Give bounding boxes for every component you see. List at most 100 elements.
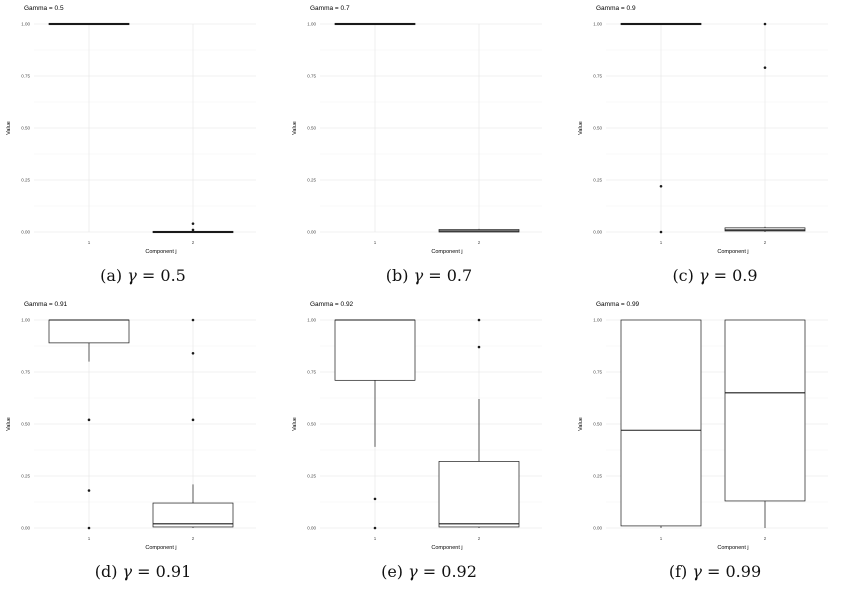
caption-letter: (f) — [668, 562, 693, 581]
chart-panel-1: Gamma = 0.5 0.00 0.25 0.50 0.75 1.00 1 2 Compone… — [0, 0, 286, 295]
x-tick-label: 2 — [764, 536, 767, 541]
chart-panel-3: Gamma = 0.9 0.00 0.25 0.50 0.75 1.00 1 2 Compone… — [572, 0, 858, 295]
y-tick-label: 0.25 — [21, 474, 30, 479]
chart-panel-2: Gamma = 0.7 0.00 0.25 0.50 0.75 1.00 1 2 Compone… — [286, 0, 572, 295]
box-group-2 — [438, 228, 520, 233]
box-group-1 — [620, 319, 702, 528]
caption-gamma-symbol: γ — [122, 562, 133, 581]
box-group-2 — [152, 222, 234, 234]
outlier-point — [373, 497, 377, 501]
x-axis-label: Component j — [431, 545, 462, 551]
boxplot-svg: Gamma = 0.92 0.00 0.25 0.50 0.75 1.00 1 2 Compon… — [292, 301, 542, 551]
caption-gamma-symbol: γ — [413, 266, 424, 285]
box-group-2 — [724, 319, 806, 528]
outlier-point — [87, 526, 91, 530]
outlier-point — [191, 318, 195, 322]
x-tick-label: 1 — [660, 240, 663, 245]
y-tick-label: 0.25 — [307, 474, 316, 479]
y-tick-label: 0.50 — [21, 422, 30, 427]
y-axis-label: Value — [292, 417, 298, 431]
box-iqr — [334, 319, 416, 381]
x-tick-label: 2 — [192, 240, 195, 245]
outlier-point — [659, 184, 663, 188]
y-tick-label: 0.50 — [593, 126, 602, 131]
outlier-point — [87, 418, 91, 422]
y-tick-label: 1.00 — [21, 22, 30, 27]
x-tick-label: 2 — [478, 536, 481, 541]
chart-title: Gamma = 0.99 — [596, 301, 640, 308]
x-tick-label: 2 — [478, 240, 481, 245]
y-tick-label: 0.00 — [593, 526, 602, 531]
chart-title: Gamma = 0.5 — [24, 5, 64, 12]
x-tick-label: 1 — [88, 536, 91, 541]
box-group-1 — [48, 22, 130, 26]
y-axis-label: Value — [6, 121, 12, 135]
y-tick-label: 0.75 — [21, 74, 30, 79]
y-axis-label: Value — [292, 121, 298, 135]
y-tick-label: 0.00 — [307, 526, 316, 531]
outlier-point — [191, 418, 195, 422]
outlier-point — [191, 351, 195, 355]
outlier-point — [477, 318, 481, 322]
y-axis-label: Value — [578, 417, 584, 431]
y-tick-label: 1.00 — [307, 22, 316, 27]
chart-panel-4: Gamma = 0.91 0.00 0.25 0.50 0.75 1.00 1 2 Compon… — [0, 296, 286, 591]
caption-value: = 0.5 — [136, 266, 186, 285]
chart-panel-5: Gamma = 0.92 0.00 0.25 0.50 0.75 1.00 1 2 Compon… — [286, 296, 572, 591]
box-group-2 — [724, 22, 806, 232]
x-tick-label: 1 — [374, 536, 377, 541]
boxplot-svg: Gamma = 0.91 0.00 0.25 0.50 0.75 1.00 1 2 Compon… — [6, 301, 256, 551]
y-tick-label: 0.50 — [21, 126, 30, 131]
outlier-point — [477, 345, 481, 349]
box-group-1 — [620, 22, 702, 234]
x-axis-label: Component j — [145, 249, 176, 255]
panel-caption: (b) γ = 0.7 — [286, 266, 572, 285]
box-group-2 — [438, 318, 520, 528]
boxplot-svg: Gamma = 0.5 0.00 0.25 0.50 0.75 1.00 1 2 Compone… — [6, 5, 256, 255]
y-tick-label: 0.50 — [593, 422, 602, 427]
y-tick-label: 1.00 — [307, 318, 316, 323]
caption-value: = 0.92 — [417, 562, 477, 581]
panel-caption: (d) γ = 0.91 — [0, 562, 286, 581]
caption-value: = 0.7 — [423, 266, 473, 285]
x-tick-label: 2 — [764, 240, 767, 245]
y-tick-label: 0.75 — [307, 74, 316, 79]
y-tick-label: 0.00 — [307, 230, 316, 235]
x-tick-label: 1 — [88, 240, 91, 245]
caption-letter: (b) — [385, 266, 414, 285]
outlier-point — [87, 489, 91, 492]
outlier-point — [373, 526, 377, 530]
outlier-point — [763, 22, 767, 26]
caption-gamma-symbol: γ — [698, 266, 709, 285]
y-tick-label: 1.00 — [21, 318, 30, 323]
y-tick-label: 0.75 — [593, 370, 602, 375]
chart-title: Gamma = 0.92 — [310, 301, 354, 308]
x-axis-label: Component j — [717, 545, 748, 551]
y-tick-label: 0.50 — [307, 422, 316, 427]
x-axis-label: Component j — [145, 545, 176, 551]
caption-gamma-symbol: γ — [692, 562, 702, 581]
box-iqr — [48, 319, 130, 344]
y-tick-label: 1.00 — [593, 318, 602, 323]
chart-title: Gamma = 0.7 — [310, 5, 350, 12]
caption-gamma-symbol: γ — [408, 562, 418, 581]
box-iqr — [724, 319, 806, 502]
panel-caption: (f) γ = 0.99 — [572, 562, 858, 581]
y-tick-label: 0.25 — [593, 178, 602, 183]
caption-value: = 0.91 — [132, 562, 192, 581]
y-tick-label: 0.25 — [21, 178, 30, 183]
box-iqr — [152, 502, 234, 528]
panel-caption: (e) γ = 0.92 — [286, 562, 572, 581]
x-axis-label: Component j — [431, 249, 462, 255]
box-iqr — [620, 319, 702, 527]
y-axis-label: Value — [578, 121, 584, 135]
caption-letter: (c) — [672, 266, 699, 285]
outlier-point — [191, 228, 195, 232]
y-tick-label: 0.25 — [307, 178, 316, 183]
y-tick-label: 0.00 — [21, 526, 30, 531]
caption-gamma-symbol: γ — [127, 266, 137, 285]
x-axis-label: Component j — [717, 249, 748, 255]
x-tick-label: 2 — [192, 536, 195, 541]
outlier-point — [763, 66, 767, 69]
